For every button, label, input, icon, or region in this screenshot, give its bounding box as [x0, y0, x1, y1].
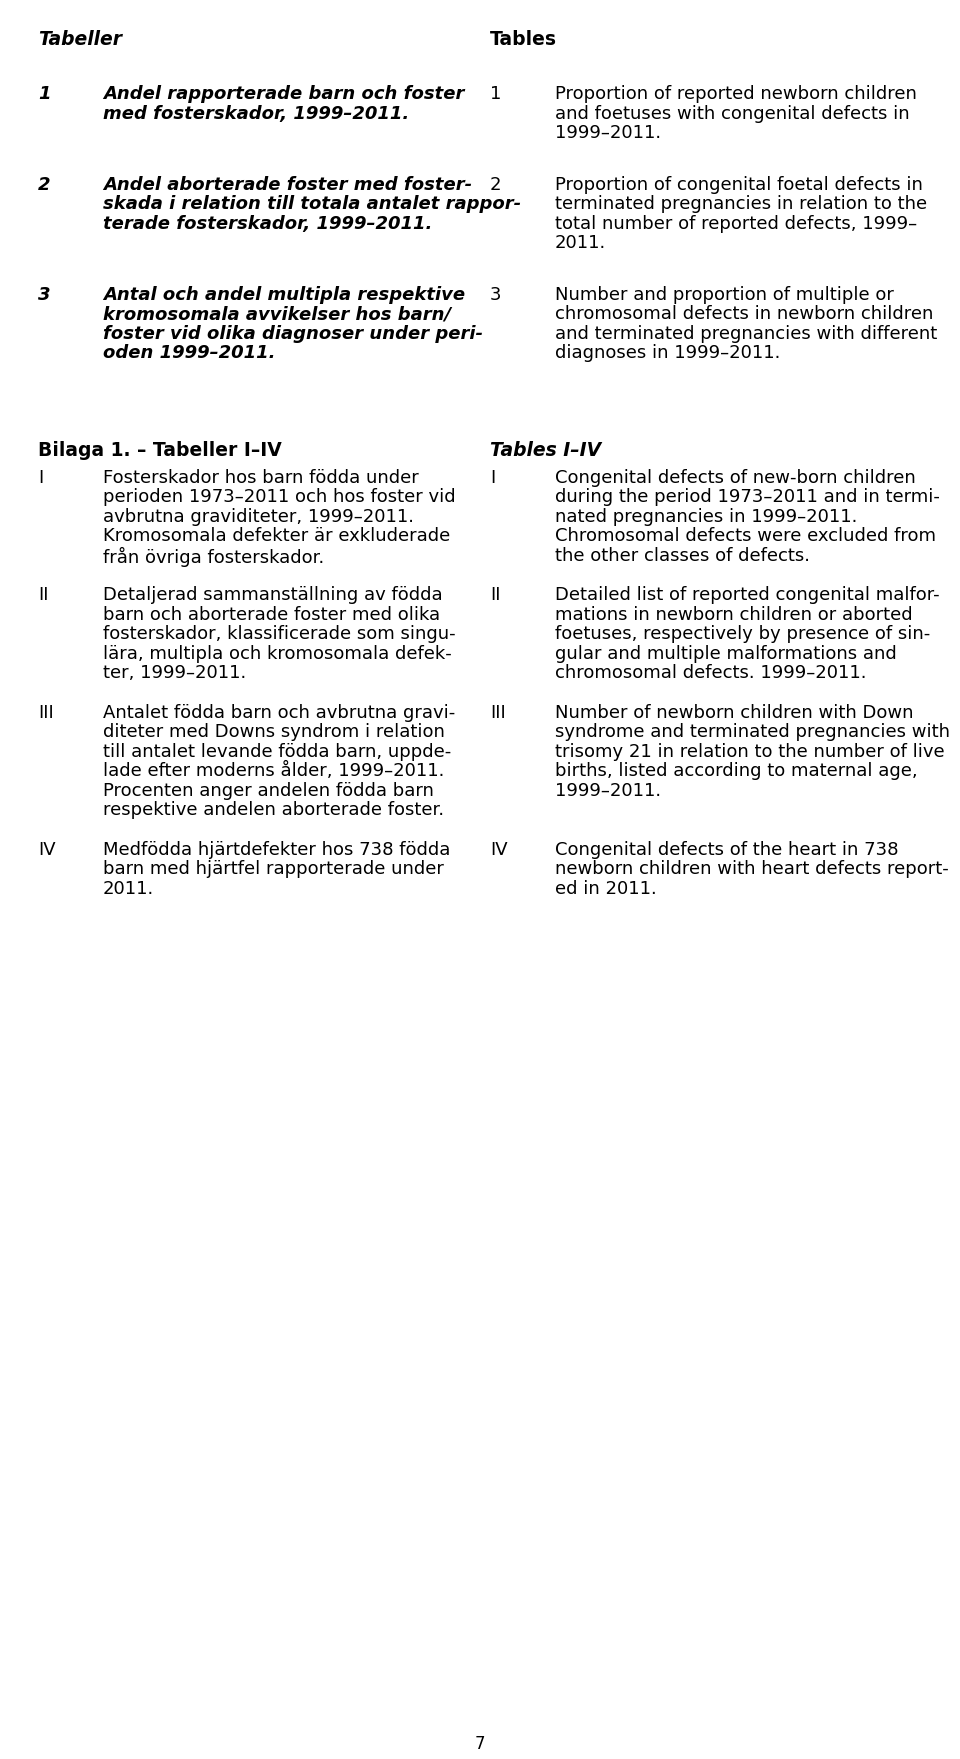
Text: and foetuses with congenital defects in: and foetuses with congenital defects in — [555, 104, 910, 123]
Text: 1999–2011.: 1999–2011. — [555, 781, 661, 800]
Text: Chromosomal defects were excluded from: Chromosomal defects were excluded from — [555, 528, 936, 545]
Text: III: III — [490, 704, 506, 721]
Text: and terminated pregnancies with different: and terminated pregnancies with differen… — [555, 324, 937, 343]
Text: terminated pregnancies in relation to the: terminated pregnancies in relation to th… — [555, 195, 927, 213]
Text: diteter med Downs syndrom i relation: diteter med Downs syndrom i relation — [103, 723, 444, 741]
Text: Congenital defects of new-born children: Congenital defects of new-born children — [555, 468, 916, 487]
Text: Number and proportion of multiple or: Number and proportion of multiple or — [555, 285, 894, 304]
Text: fosterskador, klassificerade som singu-: fosterskador, klassificerade som singu- — [103, 624, 456, 644]
Text: Procenten anger andelen födda barn: Procenten anger andelen födda barn — [103, 781, 434, 800]
Text: lade efter moderns ålder, 1999–2011.: lade efter moderns ålder, 1999–2011. — [103, 762, 444, 779]
Text: lära, multipla och kromosomala defek-: lära, multipla och kromosomala defek- — [103, 644, 452, 663]
Text: II: II — [38, 586, 49, 603]
Text: 7: 7 — [475, 1734, 485, 1754]
Text: IV: IV — [38, 841, 56, 858]
Text: Detaljerad sammanställning av födda: Detaljerad sammanställning av födda — [103, 586, 443, 603]
Text: terade fosterskador, 1999–2011.: terade fosterskador, 1999–2011. — [103, 215, 432, 232]
Text: 1999–2011.: 1999–2011. — [555, 123, 661, 142]
Text: Tables I–IV: Tables I–IV — [490, 440, 601, 459]
Text: during the period 1973–2011 and in termi-: during the period 1973–2011 and in termi… — [555, 487, 940, 507]
Text: ed in 2011.: ed in 2011. — [555, 880, 657, 897]
Text: Proportion of congenital foetal defects in: Proportion of congenital foetal defects … — [555, 176, 923, 193]
Text: Tables: Tables — [490, 30, 557, 49]
Text: Bilaga 1. – Tabeller I–IV: Bilaga 1. – Tabeller I–IV — [38, 440, 281, 459]
Text: Fosterskador hos barn födda under: Fosterskador hos barn födda under — [103, 468, 419, 487]
Text: I: I — [490, 468, 495, 487]
Text: Antalet födda barn och avbrutna gravi-: Antalet födda barn och avbrutna gravi- — [103, 704, 455, 721]
Text: 2011.: 2011. — [555, 234, 607, 252]
Text: total number of reported defects, 1999–: total number of reported defects, 1999– — [555, 215, 917, 232]
Text: the other classes of defects.: the other classes of defects. — [555, 547, 810, 565]
Text: avbrutna graviditeter, 1999–2011.: avbrutna graviditeter, 1999–2011. — [103, 508, 414, 526]
Text: chromosomal defects. 1999–2011.: chromosomal defects. 1999–2011. — [555, 663, 867, 682]
Text: till antalet levande födda barn, uppde-: till antalet levande födda barn, uppde- — [103, 742, 451, 760]
Text: III: III — [38, 704, 54, 721]
Text: mations in newborn children or aborted: mations in newborn children or aborted — [555, 605, 913, 623]
Text: skada i relation till totala antalet rappor-: skada i relation till totala antalet rap… — [103, 195, 521, 213]
Text: Andel rapporterade barn och foster: Andel rapporterade barn och foster — [103, 84, 465, 104]
Text: med fosterskador, 1999–2011.: med fosterskador, 1999–2011. — [103, 104, 409, 123]
Text: gular and multiple malformations and: gular and multiple malformations and — [555, 644, 897, 663]
Text: perioden 1973–2011 och hos foster vid: perioden 1973–2011 och hos foster vid — [103, 487, 456, 507]
Text: Congenital defects of the heart in 738: Congenital defects of the heart in 738 — [555, 841, 899, 858]
Text: barn och aborterade foster med olika: barn och aborterade foster med olika — [103, 605, 440, 623]
Text: Number of newborn children with Down: Number of newborn children with Down — [555, 704, 914, 721]
Text: oden 1999–2011.: oden 1999–2011. — [103, 345, 276, 362]
Text: respektive andelen aborterade foster.: respektive andelen aborterade foster. — [103, 800, 444, 820]
Text: foetuses, respectively by presence of sin-: foetuses, respectively by presence of si… — [555, 624, 930, 644]
Text: chromosomal defects in newborn children: chromosomal defects in newborn children — [555, 304, 933, 324]
Text: Kromosomala defekter är exkluderade: Kromosomala defekter är exkluderade — [103, 528, 450, 545]
Text: 2: 2 — [38, 176, 51, 193]
Text: 2011.: 2011. — [103, 880, 155, 897]
Text: Andel aborterade foster med foster-: Andel aborterade foster med foster- — [103, 176, 472, 193]
Text: Tabeller: Tabeller — [38, 30, 122, 49]
Text: newborn children with heart defects report-: newborn children with heart defects repo… — [555, 860, 948, 878]
Text: I: I — [38, 468, 43, 487]
Text: ter, 1999–2011.: ter, 1999–2011. — [103, 663, 247, 682]
Text: Detailed list of reported congenital malfor-: Detailed list of reported congenital mal… — [555, 586, 940, 603]
Text: nated pregnancies in 1999–2011.: nated pregnancies in 1999–2011. — [555, 508, 857, 526]
Text: Medfödda hjärtdefekter hos 738 födda: Medfödda hjärtdefekter hos 738 födda — [103, 841, 450, 858]
Text: Proportion of reported newborn children: Proportion of reported newborn children — [555, 84, 917, 104]
Text: foster vid olika diagnoser under peri-: foster vid olika diagnoser under peri- — [103, 324, 483, 343]
Text: IV: IV — [490, 841, 508, 858]
Text: 1: 1 — [38, 84, 51, 104]
Text: II: II — [490, 586, 500, 603]
Text: 3: 3 — [490, 285, 501, 304]
Text: diagnoses in 1999–2011.: diagnoses in 1999–2011. — [555, 345, 780, 362]
Text: trisomy 21 in relation to the number of live: trisomy 21 in relation to the number of … — [555, 742, 945, 760]
Text: kromosomala avvikelser hos barn/: kromosomala avvikelser hos barn/ — [103, 304, 451, 324]
Text: 2: 2 — [490, 176, 501, 193]
Text: births, listed according to maternal age,: births, listed according to maternal age… — [555, 762, 918, 779]
Text: barn med hjärtfel rapporterade under: barn med hjärtfel rapporterade under — [103, 860, 444, 878]
Text: från övriga fosterskador.: från övriga fosterskador. — [103, 547, 324, 566]
Text: Antal och andel multipla respektive: Antal och andel multipla respektive — [103, 285, 466, 304]
Text: syndrome and terminated pregnancies with: syndrome and terminated pregnancies with — [555, 723, 950, 741]
Text: 1: 1 — [490, 84, 501, 104]
Text: 3: 3 — [38, 285, 51, 304]
